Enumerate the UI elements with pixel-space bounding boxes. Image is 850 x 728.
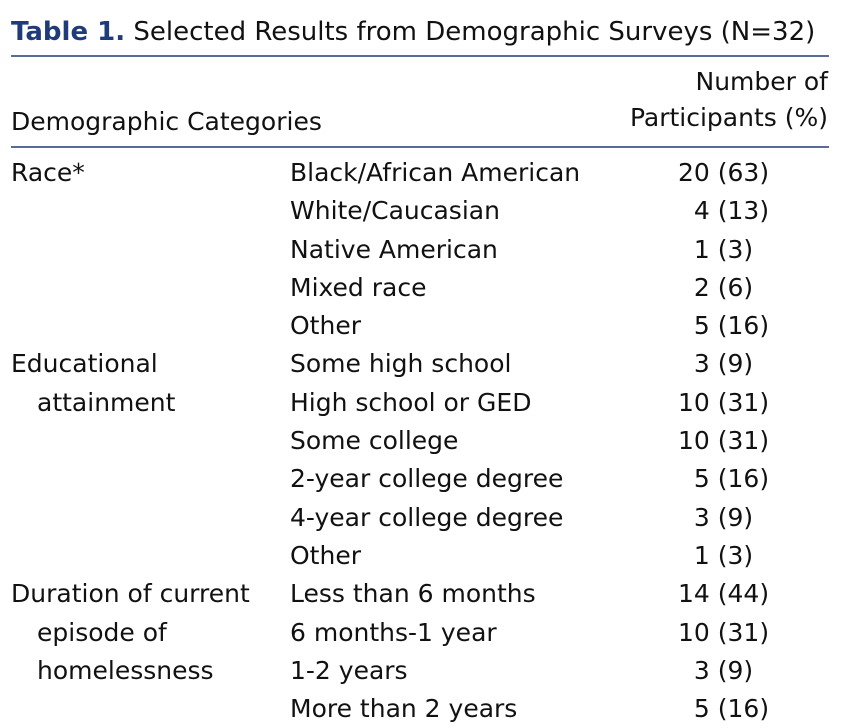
row-participant-count: 01 (3) xyxy=(678,537,753,575)
row-participant-count-text: 3 (9) xyxy=(693,349,754,379)
row-participant-count-text: 10 (31) xyxy=(678,426,770,456)
row-subcategory: Some high school xyxy=(290,349,512,379)
category-label: Educational attainment xyxy=(11,345,281,422)
table-row: White/Caucasian 04 (13) xyxy=(11,192,829,230)
row-participant-count: 03 (9) xyxy=(678,652,753,690)
row-subcategory: 1-2 years xyxy=(290,655,408,685)
row-participant-count: 20 (63) xyxy=(678,154,769,192)
row-subcategory: Other xyxy=(290,540,361,570)
row-participant-count: 10 (31) xyxy=(678,422,769,460)
row-participant-count: 03 (9) xyxy=(678,345,753,383)
row-participant-count-text: 2 (6) xyxy=(693,272,754,302)
row-subcategory: Black/African American xyxy=(290,158,581,187)
table-row: 4-year college degree 03 (9) xyxy=(11,499,829,537)
row-participant-count: 05 (16) xyxy=(678,307,769,345)
table-row: Mixed race 02 (6) xyxy=(11,269,829,307)
row-participant-count-text: 3 (9) xyxy=(693,655,754,685)
row-subcategory: Less than 6 months xyxy=(290,579,536,609)
header-number-line2: Participants (%) xyxy=(629,103,828,132)
header-number-line1: Number of xyxy=(695,67,828,96)
table-row: Some high school 03 (9) xyxy=(11,345,829,383)
row-participant-count-text: 5 (16) xyxy=(693,311,770,341)
table-group: Duration of current episode of homelessnes… xyxy=(11,575,829,728)
table-body: Race* Black/African American 20 (63) White/… xyxy=(11,154,829,728)
table-row: High school or GED 10 (31) xyxy=(11,384,829,422)
row-subcategory: Other xyxy=(290,311,361,341)
category-label-line: Educational xyxy=(11,349,158,379)
row-participant-count-text: 20 (63) xyxy=(678,158,770,187)
row-participant-count: 01 (3) xyxy=(678,231,753,269)
table-row: More than 2 years 05 (16) xyxy=(11,690,829,728)
category-label-line: attainment xyxy=(37,387,176,417)
row-participant-count: 10 (31) xyxy=(678,384,769,422)
table-row: Other 01 (3) xyxy=(11,537,829,575)
row-participant-count: 04 (13) xyxy=(678,192,769,230)
row-subcategory: 4-year college degree xyxy=(290,502,564,532)
row-participant-count-text: 10 (31) xyxy=(678,387,770,417)
category-label: Race* xyxy=(11,154,281,192)
row-subcategory: Native American xyxy=(290,234,498,264)
row-subcategory: White/Caucasian xyxy=(290,196,500,226)
table-group: Race* Black/African American 20 (63) White/… xyxy=(11,154,829,345)
top-rule xyxy=(11,55,829,57)
row-participant-count-text: 14 (44) xyxy=(678,579,770,609)
header-number-of-participants: Number of Participants (%) xyxy=(630,64,828,136)
table-row: 6 months-1 year 10 (31) xyxy=(11,614,829,652)
table-number-label: Table 1. xyxy=(11,17,126,47)
category-label-line: Duration of current xyxy=(11,579,250,609)
row-subcategory: Mixed race xyxy=(290,272,427,302)
row-subcategory: 2-year college degree xyxy=(290,464,564,494)
category-label-line: Race* xyxy=(11,158,85,187)
table-row: Other 05 (16) xyxy=(11,307,829,345)
table-row: Some college 10 (31) xyxy=(11,422,829,460)
table-row: Black/African American 20 (63) xyxy=(11,154,829,192)
table-row: Less than 6 months 14 (44) xyxy=(11,575,829,613)
table-caption: Table 1. Selected Results from Demograph… xyxy=(11,14,815,50)
category-label-line: episode of xyxy=(37,617,167,647)
row-subcategory: 6 months-1 year xyxy=(290,617,497,647)
table-row: 2-year college degree 05 (16) xyxy=(11,460,829,498)
table-group: Educational attainment Some high school 03 … xyxy=(11,345,829,575)
row-participant-count-text: 1 (3) xyxy=(693,234,754,264)
row-participant-count-text: 5 (16) xyxy=(693,464,770,494)
row-subcategory: Some college xyxy=(290,426,459,456)
row-participant-count: 05 (16) xyxy=(678,460,769,498)
header-rule xyxy=(11,146,829,148)
row-participant-count: 10 (31) xyxy=(678,614,769,652)
row-participant-count: 14 (44) xyxy=(678,575,769,613)
row-subcategory: More than 2 years xyxy=(290,694,518,724)
header-demographic-categories: Demographic Categories xyxy=(11,107,322,136)
row-participant-count: 02 (6) xyxy=(678,269,753,307)
row-participant-count-text: 5 (16) xyxy=(693,694,770,724)
category-label-line: homelessness xyxy=(37,655,214,685)
category-label: Duration of current episode of homelessnes… xyxy=(11,575,281,690)
row-participant-count: 03 (9) xyxy=(678,499,753,537)
table-row: Native American 01 (3) xyxy=(11,231,829,269)
row-participant-count-text: 4 (13) xyxy=(693,196,770,226)
row-participant-count-text: 10 (31) xyxy=(678,617,770,647)
row-participant-count: 05 (16) xyxy=(678,690,769,728)
row-participant-count-text: 1 (3) xyxy=(693,540,754,570)
table-title: Selected Results from Demographic Survey… xyxy=(133,17,816,47)
row-subcategory: High school or GED xyxy=(290,387,532,417)
row-participant-count-text: 3 (9) xyxy=(693,502,754,532)
table-row: 1-2 years 03 (9) xyxy=(11,652,829,690)
